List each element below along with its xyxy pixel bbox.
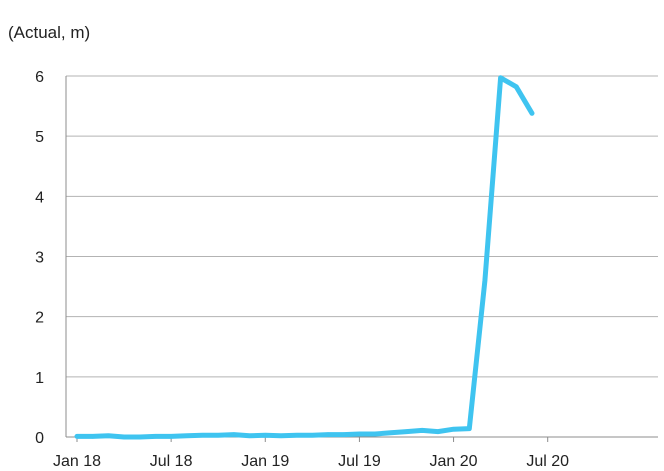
y-tick-label: 1	[35, 370, 44, 387]
data-point	[153, 434, 158, 439]
axes	[65, 76, 658, 442]
data-point	[529, 111, 535, 116]
y-tick-label: 4	[35, 189, 44, 206]
data-point	[451, 427, 456, 432]
data-point	[216, 433, 221, 438]
data-point	[514, 84, 519, 90]
data-point	[263, 433, 268, 438]
data-point	[231, 432, 237, 437]
series-line-0	[74, 75, 535, 440]
data-point	[404, 429, 409, 434]
data-point	[435, 429, 441, 434]
y-tick-label: 6	[35, 69, 44, 86]
y-tick-label: 3	[35, 250, 44, 267]
data-point	[325, 432, 331, 437]
data-point	[294, 433, 299, 438]
x-tick-label: Jul 20	[526, 453, 569, 470]
data-point	[341, 432, 346, 437]
data-point	[498, 75, 503, 81]
data-point	[168, 434, 174, 439]
data-point	[278, 433, 284, 438]
data-point	[467, 426, 472, 431]
data-point	[90, 434, 95, 439]
data-point	[184, 433, 189, 438]
data-point	[357, 431, 362, 437]
x-tick-label: Jul 19	[338, 453, 381, 470]
series-layer	[74, 75, 535, 440]
x-tick-label: Jan 20	[430, 453, 478, 470]
y-tick-label: 5	[35, 129, 44, 146]
gridlines	[66, 75, 658, 378]
x-tick-label: Jan 19	[241, 453, 289, 470]
data-point	[74, 434, 80, 439]
x-tick-label: Jul 18	[150, 453, 193, 470]
data-point	[420, 428, 425, 433]
data-point	[482, 278, 488, 283]
y-tick-label: 2	[35, 310, 44, 327]
data-point	[372, 431, 378, 437]
x-tick-labels: Jan 18 Jul 18 Jan 19 Jul 19 Jan 20 Jul 20	[53, 453, 569, 470]
x-tick-label: Jan 18	[53, 453, 101, 470]
data-point	[247, 433, 252, 438]
y-tick-label: 0	[35, 430, 44, 447]
data-point	[310, 433, 315, 438]
unit-label: (Actual, m)	[8, 23, 90, 42]
data-point	[388, 430, 393, 435]
data-point	[121, 434, 127, 440]
data-point	[106, 433, 111, 438]
y-tick-labels: 0 1 2 3 4 5 6	[35, 69, 44, 447]
data-point	[137, 434, 142, 440]
data-point	[200, 433, 205, 438]
